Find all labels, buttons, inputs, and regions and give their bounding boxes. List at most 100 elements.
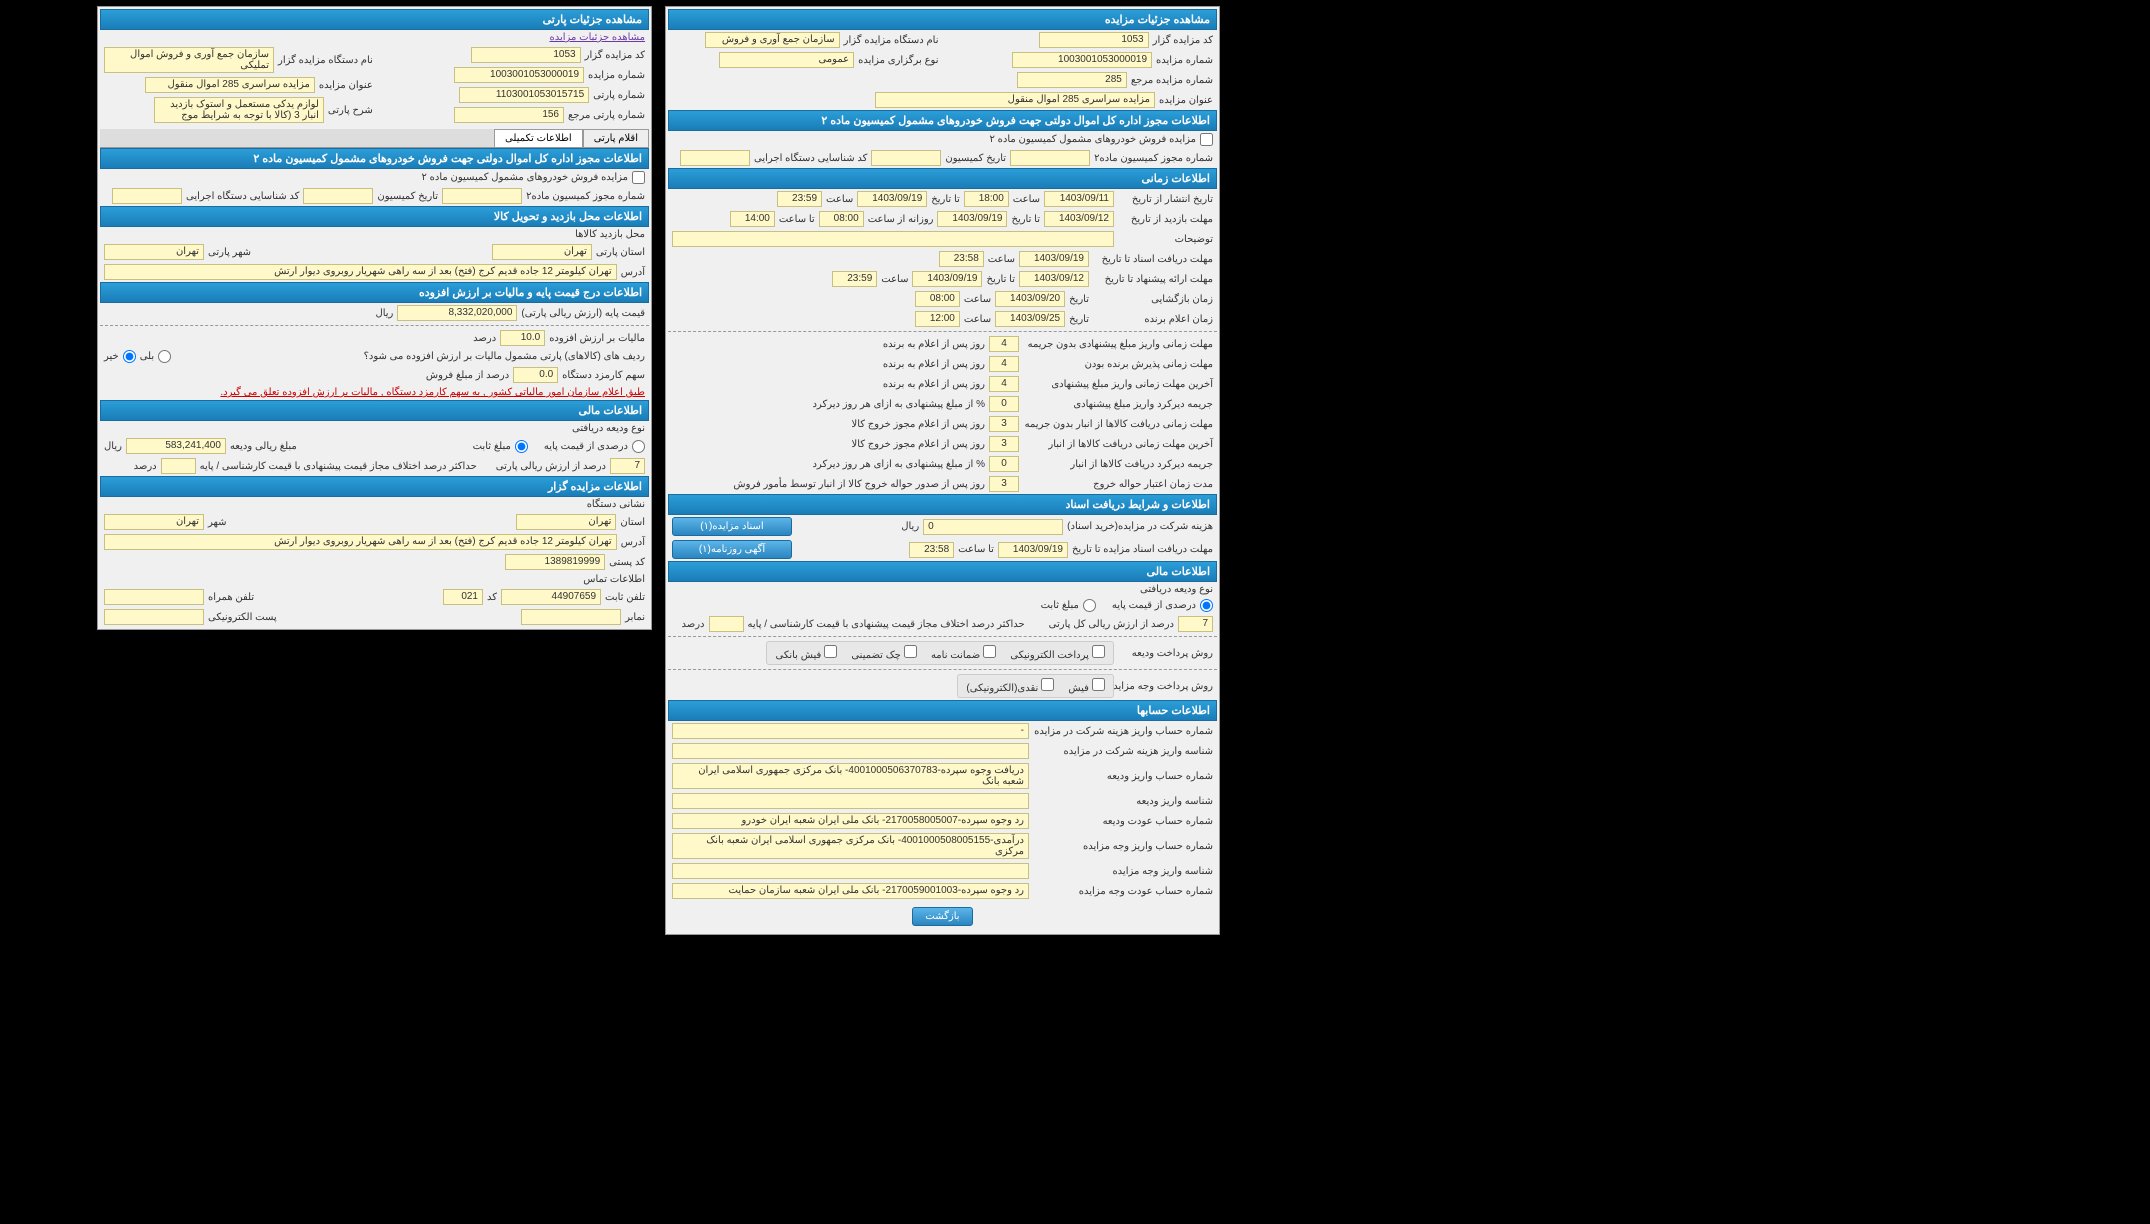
pay-deposit-opt[interactable] xyxy=(1092,645,1105,658)
deadline-label: آخرین مهلت زمانی واریز مبلغ پیشنهادی xyxy=(1023,379,1213,390)
tab-items[interactable]: اقلام پارتی xyxy=(583,129,649,147)
comm-date-value xyxy=(871,150,941,166)
pay-auction-label: روش پرداخت وجه مزایده xyxy=(1118,681,1213,692)
deadline-suffix: % از مبلغ پیشنهادی به ازای هر روز دیرکرد xyxy=(812,399,985,410)
left-deposit-fixed[interactable] xyxy=(515,440,528,453)
visit-t1: 08:00 xyxy=(819,211,864,227)
deadline-suffix: روز پس از اعلام مجوز خروج کالا xyxy=(851,419,985,430)
deadline-label: مهلت زمانی دریافت کالاها از انبار بدون ج… xyxy=(1023,419,1213,430)
auth-checkbox-label: مزایده فروش خودروهای مشمول کمیسیون ماده … xyxy=(989,134,1196,145)
deadline-value: 4 xyxy=(989,336,1019,352)
deposit-extra-v xyxy=(709,616,744,632)
deadline-suffix: روز پس از اعلام به برنده xyxy=(883,339,985,350)
visit-d2: 1403/09/19 xyxy=(937,211,1007,227)
deadline-value: 4 xyxy=(989,376,1019,392)
visit-t2: 14:00 xyxy=(730,211,775,227)
tax-note: طبق اعلام سازمان امور مالیاتی کشور , به … xyxy=(220,387,645,398)
news-button[interactable]: آگهی روزنامه(۱) xyxy=(672,540,792,559)
auction-type-value: عمومی xyxy=(719,52,854,68)
account-label: شناسه واریز وجه مزایده xyxy=(1033,866,1213,877)
deposit-radio-fixed[interactable] xyxy=(1083,599,1096,612)
left-deposit-pct[interactable] xyxy=(632,440,645,453)
auction-number-value: 1003001053000019 xyxy=(1012,52,1152,68)
publish-t1: 18:00 xyxy=(964,191,1009,207)
deposit-type-label: نوع ودیعه دریافتی xyxy=(1140,584,1213,595)
visit-section: اطلاعات محل بازدید و تحویل کالا xyxy=(100,206,649,227)
auction-title-label: عنوان مزایده xyxy=(1159,95,1213,106)
account-value: رد وجوه سپرده-2170058005007- بانک ملی ای… xyxy=(672,813,1029,829)
account-value: رد وجوه سپرده-2170059001003- بانک ملی ای… xyxy=(672,883,1029,899)
deadline-suffix: روز پس از صدور حواله خروج کالا از انبار … xyxy=(733,479,985,490)
deadline-label: جریمه دیرکرد واریز مبلغ پیشنهادی xyxy=(1023,399,1213,410)
desc-label: توضیحات xyxy=(1118,234,1213,245)
time-section: اطلاعات زمانی xyxy=(668,168,1217,189)
account-label: شماره حساب عودت ودیعه xyxy=(1033,816,1213,827)
auctioneer-name-label: نام دستگاه مزایده گزار xyxy=(844,35,939,46)
left-authority-section: اطلاعات مجوز اداره کل اموال دولتی جهت فر… xyxy=(100,148,649,169)
deadline-value: 0 xyxy=(989,396,1019,412)
auction-number-label: شماره مزایده xyxy=(1156,55,1213,66)
pay-auction-opt[interactable] xyxy=(1041,678,1054,691)
deadline-suffix: روز پس از اعلام به برنده xyxy=(883,359,985,370)
deposit-pct-v: 7 xyxy=(1178,616,1213,632)
pay-deposit-opt[interactable] xyxy=(824,645,837,658)
account-label: شماره حساب عودت وجه مزایده xyxy=(1033,886,1213,897)
announce-t: 12:00 xyxy=(915,311,960,327)
doc-cost-value: 0 xyxy=(923,519,1063,535)
deadline-value: 3 xyxy=(989,436,1019,452)
deposit-radio-pct[interactable] xyxy=(1200,599,1213,612)
pay-deposit-opt[interactable] xyxy=(983,645,996,658)
announce-d: 1403/09/25 xyxy=(995,311,1065,327)
account-label: شناسه واریز هزینه شرکت در مزایده xyxy=(1033,746,1213,757)
auth-num-value xyxy=(1010,150,1090,166)
open-label: زمان بازگشایی xyxy=(1093,294,1213,305)
account-value xyxy=(672,793,1029,809)
pay-deposit-opt[interactable] xyxy=(904,645,917,658)
deadline-value: 3 xyxy=(989,476,1019,492)
deadline-value: 3 xyxy=(989,416,1019,432)
visit-label: مهلت بازدید از تاریخ xyxy=(1118,214,1213,225)
offer-t: 23:59 xyxy=(832,271,877,287)
auction-details-link[interactable]: مشاهده جزئیات مزایده xyxy=(549,32,645,43)
docs-section: اطلاعات و شرایط دریافت اسناد xyxy=(668,494,1217,515)
authority-section: اطلاعات مجوز اداره کل اموال دولتی جهت فر… xyxy=(668,110,1217,131)
fin-section: اطلاعات مالی xyxy=(668,561,1217,582)
docrcv-t: 23:58 xyxy=(939,251,984,267)
deadline-label: آخرین مهلت زمانی دریافت کالاها از انبار xyxy=(1023,439,1213,450)
account-value: درآمدی-4001000508005155- بانک مرکزی جمهو… xyxy=(672,833,1029,859)
doc-dl-t: 23:58 xyxy=(909,542,954,558)
left-auth-checkbox[interactable] xyxy=(632,171,645,184)
doc-dl-d: 1403/09/19 xyxy=(998,542,1068,558)
doc-cost-label: هزینه شرکت در مزایده(خرید اسناد) xyxy=(1067,521,1213,532)
pay-auction-opt[interactable] xyxy=(1092,678,1105,691)
offer-d1: 1403/09/12 xyxy=(1019,271,1089,287)
account-label: شماره حساب واریز ودیعه xyxy=(1033,771,1213,782)
auction-title-value: مزایده سراسری 285 اموال منقول xyxy=(875,92,1155,108)
price-section: اطلاعات درج قیمت پایه و مالیات بر ارزش ا… xyxy=(100,282,649,303)
back-button[interactable]: بازگشت xyxy=(912,907,972,926)
vat-yes[interactable] xyxy=(158,350,171,363)
accounts-section: اطلاعات حسابها xyxy=(668,700,1217,721)
auth-checkbox[interactable] xyxy=(1200,133,1213,146)
ref-number-value: 285 xyxy=(1017,72,1127,88)
deadline-label: مهلت زمانی پذیرش برنده بودن xyxy=(1023,359,1213,370)
announce-label: زمان اعلام برنده xyxy=(1093,314,1213,325)
auth-num-label: شماره مجوز کمیسیون ماده۲ xyxy=(1094,153,1213,164)
open-d: 1403/09/20 xyxy=(995,291,1065,307)
deadline-label: مهلت زمانی واریز مبلغ پیشنهادی بدون جریم… xyxy=(1023,339,1213,350)
docs-button[interactable]: اسناد مزایده(۱) xyxy=(672,517,792,536)
exec-code-label: کد شناسایی دستگاه اجرایی xyxy=(754,153,867,164)
auctioneer-code-value: 1053 xyxy=(1039,32,1149,48)
tabs: اقلام پارتی اطلاعات تکمیلی xyxy=(100,129,649,148)
visit-d1: 1403/09/12 xyxy=(1044,211,1114,227)
account-label: شماره حساب واریز هزینه شرکت در مزایده xyxy=(1033,726,1213,737)
deadline-label: مدت زمان اعتبار حواله خروج xyxy=(1023,479,1213,490)
publish-t1-label: ساعت xyxy=(1013,194,1040,205)
auctioneer-name-value: سازمان جمع آوری و فروش xyxy=(705,32,840,48)
offer-d2: 1403/09/19 xyxy=(912,271,982,287)
doc-dl-label: مهلت دریافت اسناد مزایده تا تاریخ xyxy=(1072,544,1213,555)
vat-no[interactable] xyxy=(123,350,136,363)
auctioneer-code-label: کد مزایده گزار xyxy=(1153,35,1213,46)
tab-additional[interactable]: اطلاعات تکمیلی xyxy=(494,129,583,147)
open-t: 08:00 xyxy=(915,291,960,307)
